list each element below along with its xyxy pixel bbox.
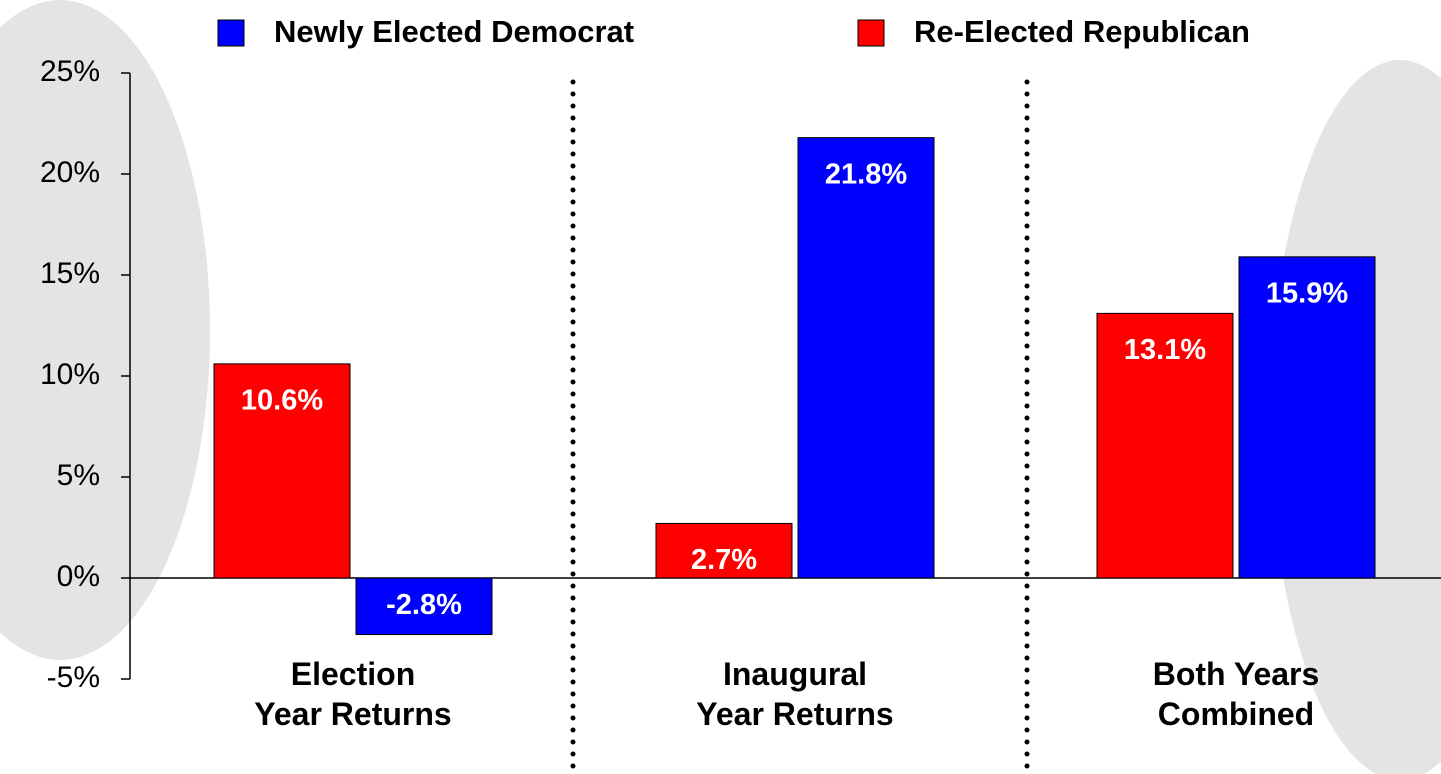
legend-swatch <box>217 19 245 47</box>
y-tick-label: 0% <box>57 560 100 593</box>
y-tick-label: -5% <box>47 661 100 694</box>
y-tick-label: 20% <box>40 156 100 189</box>
data-label: 15.9% <box>1266 277 1348 309</box>
bar <box>797 137 935 579</box>
bar <box>655 522 793 579</box>
y-tick-label: 15% <box>40 257 100 290</box>
data-label: 10.6% <box>241 385 323 417</box>
y-tick-label: 25% <box>40 55 100 88</box>
bar <box>355 577 493 636</box>
x-tick-label: Election Year Returns <box>254 656 452 732</box>
y-tick-label: 5% <box>57 459 100 492</box>
data-label: 21.8% <box>825 158 907 190</box>
legend-label: Re-Elected Republican <box>914 14 1250 49</box>
x-tick-label: Inaugural Year Returns <box>696 656 894 732</box>
bar <box>1238 256 1376 579</box>
bar <box>213 363 351 579</box>
data-label: 13.1% <box>1124 334 1206 366</box>
legend-swatch <box>857 19 885 47</box>
data-label: 2.7% <box>691 544 757 576</box>
bar <box>1096 312 1234 579</box>
data-label: -2.8% <box>386 589 462 621</box>
x-tick-label: Both Years Combined <box>1152 656 1320 732</box>
legend-label: Newly Elected Democrat <box>274 14 634 49</box>
y-tick-label: 10% <box>40 358 100 391</box>
background-shape <box>0 0 210 660</box>
